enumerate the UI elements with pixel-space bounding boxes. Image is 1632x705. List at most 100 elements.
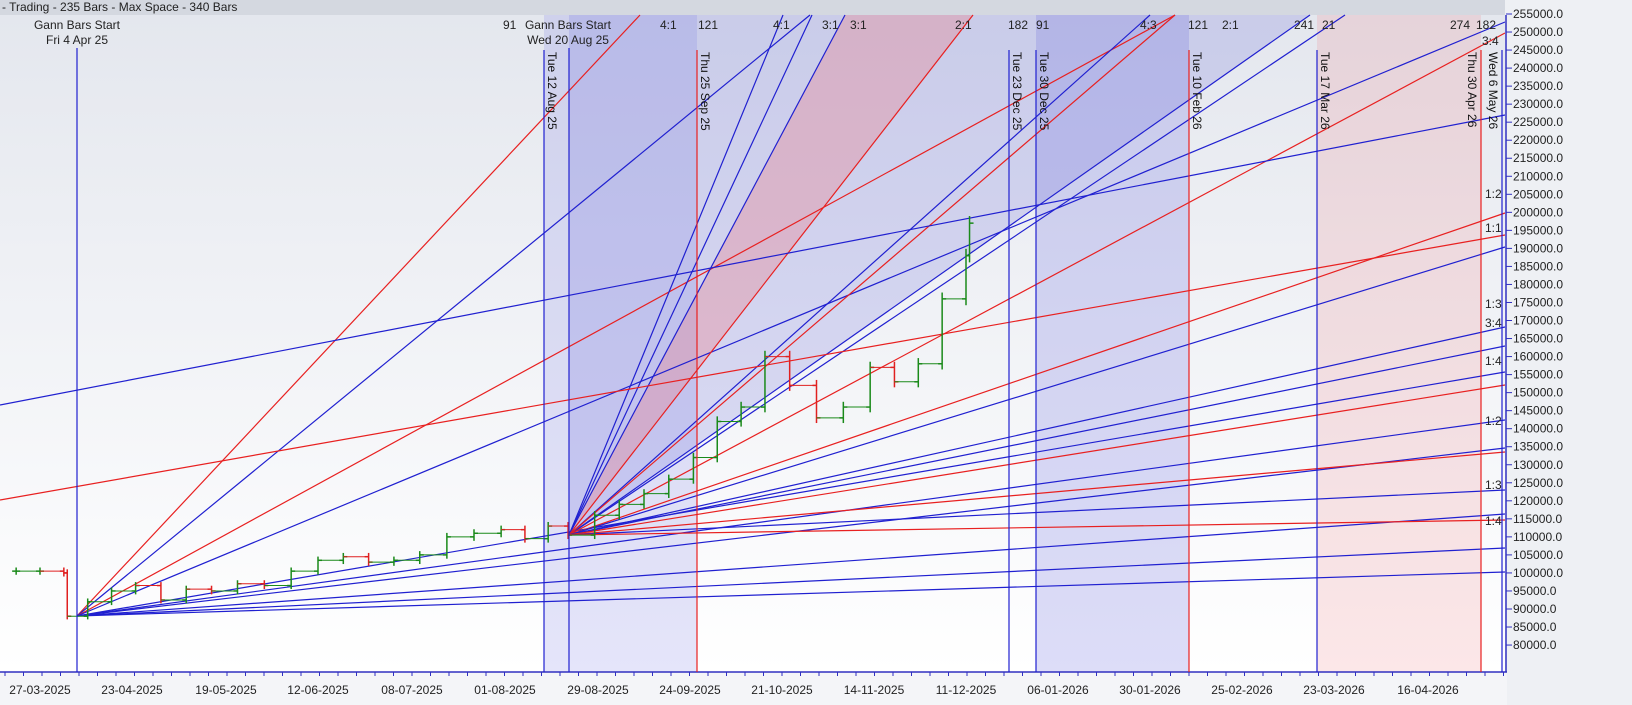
gann-fan-line	[76, 21, 1506, 617]
y-tick-label: 160000.0	[1513, 350, 1563, 364]
x-tick-label: 12-06-2025	[287, 683, 349, 697]
y-tick-label: 95000.0	[1513, 584, 1557, 598]
time-marker-label: Tue 17 Mar 26	[1318, 52, 1332, 130]
y-tick-label: 145000.0	[1513, 404, 1563, 418]
gann-fan-line	[76, 14, 811, 617]
fan-ratio-label: 1:2	[1485, 187, 1502, 201]
x-tick-label: 23-03-2026	[1303, 683, 1365, 697]
fan-ratio-label: 1:1	[1485, 221, 1502, 235]
gann-fan-line	[568, 14, 1176, 536]
gann-fan-line	[568, 384, 1506, 536]
y-tick-label: 220000.0	[1513, 133, 1563, 147]
y-tick-label: 250000.0	[1513, 25, 1563, 39]
time-marker-label: Wed 6 May 26	[1486, 52, 1500, 129]
header-strip	[0, 0, 1632, 15]
fan-ratio-label: 182	[1476, 18, 1496, 32]
x-tick-label: 11-12-2025	[936, 683, 997, 697]
y-tick-label: 170000.0	[1513, 314, 1563, 328]
fan-ratio-label: 4:1	[773, 18, 790, 32]
x-tick-label: 16-04-2026	[1397, 683, 1459, 697]
x-tick-label: 30-01-2026	[1119, 683, 1181, 697]
gann-start-date: Wed 20 Aug 25	[527, 33, 609, 47]
gann-fan-line	[568, 451, 1506, 536]
gann-fan-line	[76, 419, 1506, 617]
x-axis-panel	[0, 672, 1507, 705]
time-marker-label: Thu 30 Apr 26	[1465, 52, 1479, 128]
gann-fan-line	[76, 513, 1506, 617]
y-tick-label: 85000.0	[1513, 620, 1557, 634]
gann-fan-line	[76, 14, 1176, 617]
y-tick-label: 130000.0	[1513, 458, 1563, 472]
y-axis-panel	[1505, 0, 1632, 705]
price-bar	[965, 216, 974, 263]
y-tick-label: 120000.0	[1513, 494, 1563, 508]
gann-fan-line	[568, 519, 1506, 536]
gann-start-label: Gann Bars Start	[34, 18, 121, 32]
fan-ratio-label: 91	[503, 18, 517, 32]
fan-ratio-label: 3:1	[822, 18, 839, 32]
gann-fan-line	[568, 326, 1506, 536]
fan-ratio-label: 182	[1008, 18, 1028, 32]
y-tick-label: 255000.0	[1513, 7, 1563, 21]
plot-area	[0, 15, 1505, 672]
gann-fan-line	[568, 32, 1506, 536]
y-tick-label: 185000.0	[1513, 259, 1563, 273]
price-bar	[291, 556, 322, 575]
time-zone-shade	[1036, 15, 1189, 672]
y-tick-label: 135000.0	[1513, 440, 1563, 454]
y-tick-label: 225000.0	[1513, 115, 1563, 129]
x-tick-label: 23-04-2025	[101, 683, 163, 697]
y-tick-label: 200000.0	[1513, 205, 1563, 219]
gann-fan-line	[76, 14, 641, 617]
gann-fan-line	[568, 14, 1346, 536]
x-tick-label: 14-11-2025	[844, 683, 905, 697]
y-tick-label: 80000.0	[1513, 638, 1557, 652]
price-bar	[211, 580, 242, 595]
x-tick-label: 25-02-2026	[1211, 683, 1273, 697]
gann-fan-line	[0, 114, 1506, 406]
fan-ratio-label: 241	[1294, 18, 1314, 32]
time-marker-label: Tue 23 Dec 25	[1010, 52, 1024, 131]
x-tick-label: 06-01-2026	[1027, 683, 1089, 697]
gann-fan-line	[568, 14, 974, 536]
x-tick-label: 01-08-2025	[474, 683, 536, 697]
fan-ratio-label: 91	[1036, 18, 1050, 32]
gann-fan-line	[76, 571, 1506, 617]
fan-ratio-label: 121	[698, 18, 718, 32]
y-tick-label: 115000.0	[1513, 512, 1562, 526]
x-tick-label: 24-09-2025	[659, 683, 721, 697]
time-marker-label: Tue 12 Aug 25	[545, 52, 559, 130]
fan-ratio-label: 2:1	[1222, 18, 1239, 32]
fan-ratio-label: 1:4	[1485, 354, 1502, 368]
time-marker-label: Tue 30 Dec 25	[1037, 52, 1051, 131]
y-tick-label: 110000.0	[1513, 530, 1562, 544]
gann-start-label: Gann Bars Start	[525, 18, 612, 32]
fan-ratio-label: 1:2	[1485, 414, 1502, 428]
chart-title: - Trading - 235 Bars - Max Space - 340 B…	[2, 0, 238, 14]
y-tick-label: 105000.0	[1513, 548, 1563, 562]
fan-ratio-label: 4:3	[1140, 18, 1157, 32]
fan-ratio-label: 121	[1188, 18, 1208, 32]
gann-fan-line	[568, 345, 1506, 536]
y-tick-label: 210000.0	[1513, 169, 1563, 183]
fan-ratio-label: 1:3	[1485, 297, 1502, 311]
gann-fan-line	[76, 371, 1506, 617]
fan-ratio-label: 1:4	[1485, 514, 1502, 528]
gann-fan-line	[568, 14, 1311, 536]
fan-ratio-label: 274	[1450, 18, 1470, 32]
gann-fan-line	[568, 14, 1151, 536]
y-tick-label: 205000.0	[1513, 187, 1563, 201]
gann-fan-line	[568, 489, 1506, 536]
fan-ratio-label: 4:1	[660, 18, 677, 32]
x-tick-label: 27-03-2025	[9, 683, 71, 697]
x-tick-label: 19-05-2025	[195, 683, 257, 697]
y-tick-label: 140000.0	[1513, 422, 1563, 436]
time-marker-label: Tue 10 Feb 26	[1190, 52, 1204, 130]
gann-fan-line	[76, 547, 1506, 617]
y-tick-label: 125000.0	[1513, 476, 1563, 490]
y-tick-label: 240000.0	[1513, 61, 1563, 75]
fan-ratio-label: 3:4	[1485, 316, 1502, 330]
fan-ratio-label: 1:3	[1485, 478, 1502, 492]
y-tick-label: 215000.0	[1513, 151, 1563, 165]
